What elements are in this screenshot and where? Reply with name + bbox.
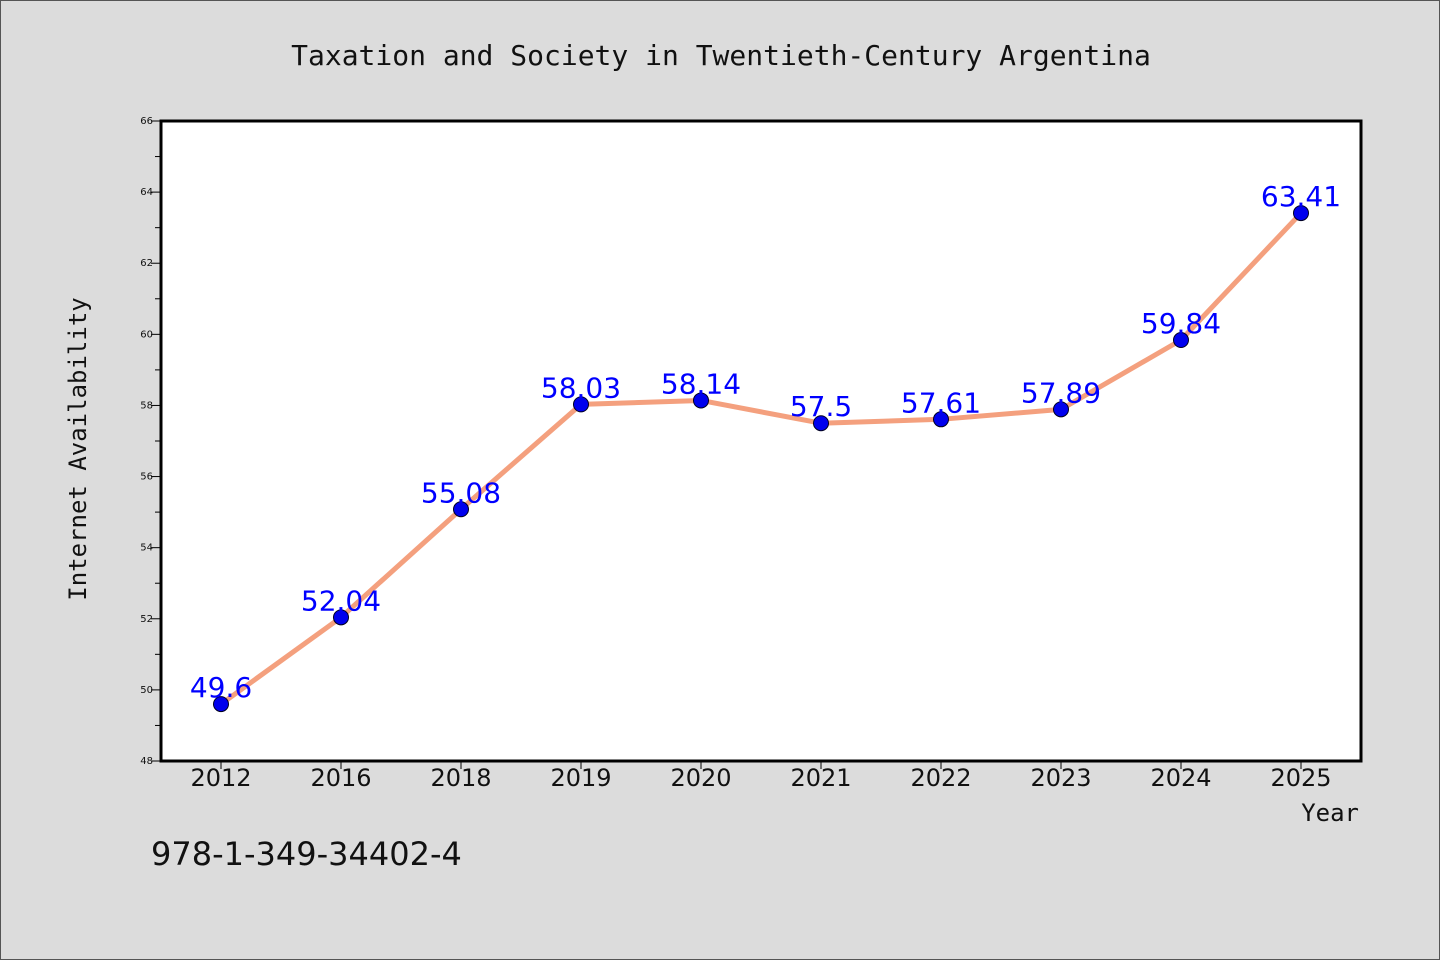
series-line: [219, 211, 1303, 707]
data-label: 58.03: [541, 371, 621, 404]
footer-code: 978-1-349-34402-4: [151, 835, 462, 873]
x-tick-label: 2016: [310, 764, 371, 792]
x-tick-label: 2025: [1270, 764, 1331, 792]
y-tick-label: 62: [140, 258, 153, 269]
x-axis: 2012 2016 2018 2019 2020 2021 2022 2023 2024 2025: [190, 761, 1332, 792]
data-label: 52.04: [301, 584, 381, 617]
data-label: 49.6: [190, 671, 252, 704]
y-tick-label: 64: [140, 187, 153, 198]
x-tick-label: 2022: [910, 764, 971, 792]
x-tick-label: 2012: [190, 764, 251, 792]
x-tick-label: 2024: [1150, 764, 1211, 792]
data-point: [453, 501, 469, 518]
y-tick-label: 54: [140, 543, 153, 554]
x-tick-label: 2021: [790, 764, 851, 792]
x-tick-label: 2019: [550, 764, 611, 792]
data-point: [1053, 401, 1069, 418]
plot-area: [159, 119, 1363, 763]
y-tick-label: 52: [140, 614, 153, 625]
y-tick-label: 56: [140, 472, 153, 483]
y-tick-label: 58: [140, 400, 153, 411]
data-label: 55.08: [421, 476, 501, 509]
x-axis-label: Year: [1301, 799, 1359, 827]
data-point: [1293, 205, 1309, 222]
x-tick-label: 2023: [1030, 764, 1091, 792]
data-point: [933, 411, 949, 428]
y-tick-label: 48: [140, 756, 153, 767]
data-label: 59.84: [1141, 307, 1221, 340]
y-tick-label: 50: [140, 685, 153, 696]
data-label: 63.41: [1261, 180, 1341, 213]
series-group: [213, 205, 1309, 713]
chart-title: Taxation and Society in Twentieth-Centur…: [291, 39, 1151, 72]
data-point: [1173, 332, 1189, 349]
data-label: 58.14: [661, 367, 741, 400]
y-tick-label: 66: [140, 116, 153, 127]
x-tick-label: 2018: [430, 764, 491, 792]
data-label: 57.89: [1021, 376, 1101, 409]
x-tick-label: 2020: [670, 764, 731, 792]
data-point: [573, 396, 589, 413]
data-point: [693, 392, 709, 409]
data-labels: 49.6 52.04 55.08 58.03 58.14 57.5 57.61 57.89 59…: [190, 180, 1341, 704]
y-tick-label: 60: [140, 329, 153, 340]
data-point: [813, 415, 829, 432]
y-axis: 48 50 52 54 56 58 60 62 64 66: [140, 116, 161, 767]
y-axis-label: Internet Availability: [64, 297, 92, 600]
data-label: 57.61: [901, 386, 981, 419]
data-label: 57.5: [790, 390, 852, 423]
data-point: [333, 609, 349, 626]
data-point: [213, 696, 229, 713]
